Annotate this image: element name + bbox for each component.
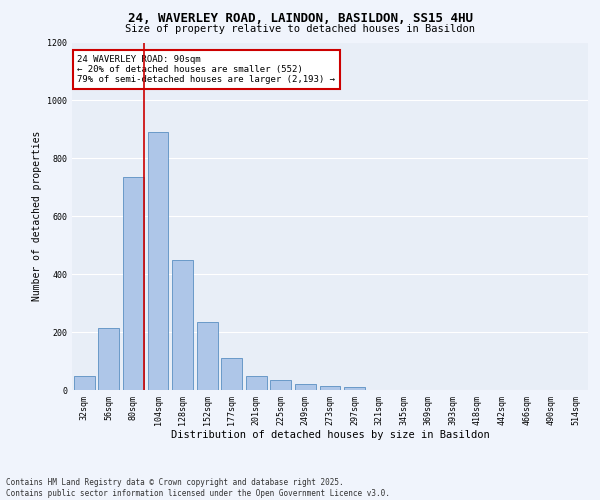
Text: Contains HM Land Registry data © Crown copyright and database right 2025.
Contai: Contains HM Land Registry data © Crown c… [6,478,390,498]
Bar [197,322,218,390]
Bar [246,376,267,390]
X-axis label: Distribution of detached houses by size in Basildon: Distribution of detached houses by size … [170,430,490,440]
Bar [172,260,193,390]
Bar [221,358,242,390]
Bar [271,380,292,390]
Bar [295,384,316,390]
Text: 24, WAVERLEY ROAD, LAINDON, BASILDON, SS15 4HU: 24, WAVERLEY ROAD, LAINDON, BASILDON, SS… [128,12,473,26]
Bar [344,387,365,390]
Bar [74,376,95,390]
Bar [148,132,169,390]
Text: Size of property relative to detached houses in Basildon: Size of property relative to detached ho… [125,24,475,34]
Bar [123,177,144,390]
Bar [320,386,340,390]
Bar [98,328,119,390]
Text: 24 WAVERLEY ROAD: 90sqm
← 20% of detached houses are smaller (552)
79% of semi-d: 24 WAVERLEY ROAD: 90sqm ← 20% of detache… [77,54,335,84]
Y-axis label: Number of detached properties: Number of detached properties [32,131,41,302]
